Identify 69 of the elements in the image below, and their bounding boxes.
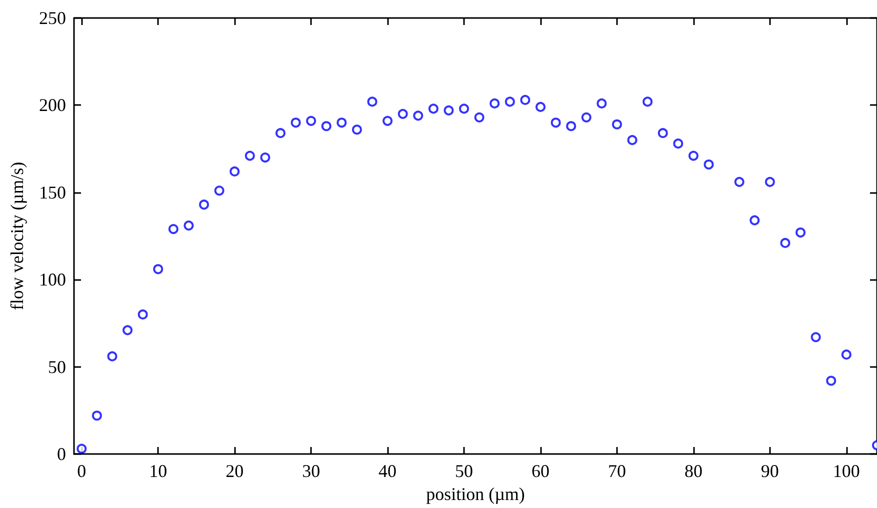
x-tick-label: 100 — [832, 461, 860, 481]
point — [627, 135, 638, 146]
point — [734, 176, 744, 187]
point — [168, 224, 178, 234]
y-tick-label: 50 — [48, 356, 66, 377]
y-tick-label: 150 — [39, 182, 66, 202]
point — [612, 119, 622, 130]
x-tick-label: 20 — [226, 461, 244, 481]
point — [810, 332, 821, 342]
point — [642, 96, 653, 107]
point — [153, 264, 164, 274]
y-tick-label: 0 — [57, 444, 66, 464]
point — [688, 150, 698, 161]
y-tick-label: 250 — [39, 8, 66, 28]
x-tick-label: 30 — [302, 461, 320, 481]
point — [107, 351, 118, 362]
point — [138, 309, 148, 320]
point — [780, 238, 790, 248]
point — [596, 98, 607, 108]
point — [398, 108, 408, 119]
point — [520, 94, 530, 105]
point — [704, 160, 714, 170]
x-axis-title: position (µm) — [426, 484, 525, 504]
point — [428, 104, 438, 114]
x-tick-label: 60 — [532, 461, 550, 481]
x-tick-label: 70 — [608, 461, 626, 481]
point — [336, 118, 347, 128]
x-tick-label: 0 — [77, 461, 86, 481]
point — [214, 186, 224, 196]
x-tick-label: 50 — [455, 461, 474, 481]
point — [367, 96, 378, 107]
point — [92, 410, 102, 421]
point — [444, 105, 454, 116]
point — [841, 350, 852, 360]
point — [566, 121, 576, 132]
x-tick-label: 10 — [149, 461, 168, 481]
point — [490, 98, 500, 108]
point — [474, 112, 484, 122]
point — [244, 150, 255, 161]
point — [199, 200, 210, 210]
point — [550, 118, 561, 128]
point — [764, 176, 775, 187]
point — [581, 112, 592, 122]
y-tick-label: 100 — [39, 270, 66, 290]
point — [796, 228, 806, 238]
point — [230, 166, 240, 176]
y-tick-label: 200 — [39, 95, 66, 116]
point — [459, 104, 470, 114]
point — [76, 444, 87, 454]
point — [260, 152, 270, 163]
point — [306, 116, 316, 126]
point — [382, 116, 393, 126]
point — [826, 376, 836, 386]
point — [321, 121, 332, 132]
point — [673, 138, 684, 149]
point — [658, 128, 668, 138]
point — [352, 124, 362, 135]
point — [536, 102, 546, 112]
point — [413, 110, 424, 121]
point — [504, 96, 515, 107]
x-tick-label: 90 — [760, 461, 779, 481]
x-tick-label: 80 — [684, 461, 702, 481]
point — [290, 118, 301, 128]
point — [750, 215, 760, 226]
y-axis-title: flow velocity (µm/s) — [7, 162, 27, 310]
point — [184, 220, 194, 231]
point — [122, 325, 133, 336]
x-tick-label: 40 — [378, 461, 397, 481]
point — [275, 128, 286, 138]
